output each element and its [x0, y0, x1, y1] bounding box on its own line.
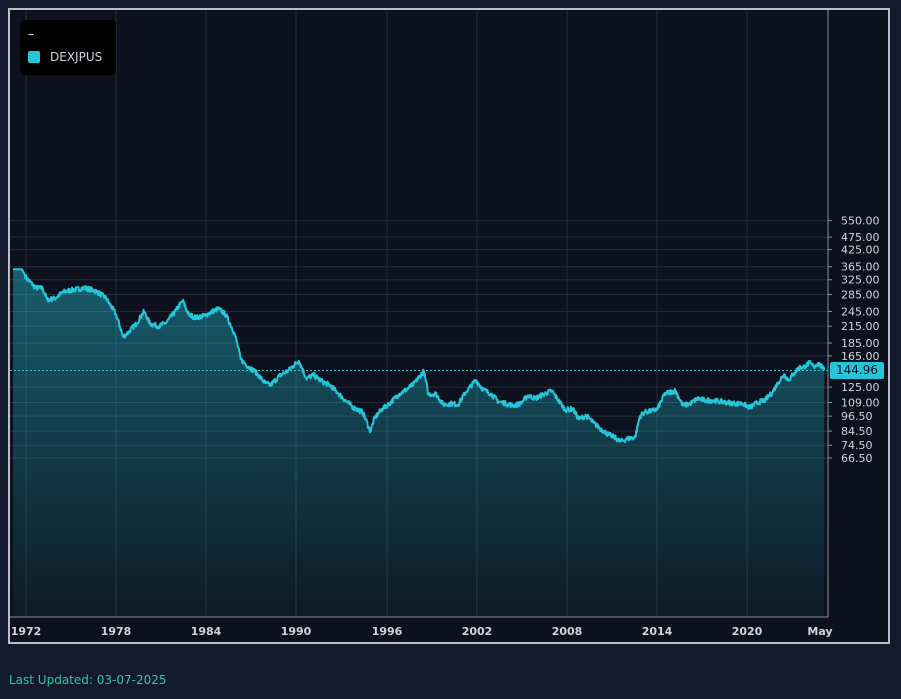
x-tick-label: May: [807, 625, 832, 638]
legend-label: DEXJPUS: [50, 50, 103, 64]
y-tick-label: 165.00: [841, 350, 880, 363]
y-tick-label: 215.00: [841, 320, 880, 333]
y-tick-label: 185.00: [841, 337, 880, 350]
y-tick-label: 285.00: [841, 288, 880, 301]
x-tick-label: 2020: [732, 625, 763, 638]
x-tick-label: 2002: [462, 625, 493, 638]
y-tick-label: 365.00: [841, 261, 880, 274]
x-tick-label: 2014: [642, 625, 673, 638]
legend-title: –: [28, 27, 34, 41]
legend-swatch: [28, 51, 40, 63]
x-tick-label: 1972: [11, 625, 42, 638]
y-tick-label: 84.50: [841, 425, 873, 438]
y-tick-label: 96.50: [841, 410, 873, 423]
y-tick-label: 245.00: [841, 305, 880, 318]
x-tick-label: 1978: [101, 625, 132, 638]
y-tick-label: 74.50: [841, 439, 873, 452]
y-tick-label: 325.00: [841, 274, 880, 287]
legend: – DEXJPUS: [20, 20, 116, 75]
x-axis: 1972 1978 1984 1990 1996 2002 2008 2014 2020 May: [10, 616, 833, 638]
x-tick-label: 2008: [552, 625, 583, 638]
x-tick-label: 1984: [191, 625, 222, 638]
series-area: [13, 269, 825, 617]
x-tick-label: 1990: [281, 625, 312, 638]
y-tick-label: 475.00: [841, 231, 880, 244]
y-tick-label: 550.00: [841, 215, 880, 228]
y-tick-label: 66.50: [841, 452, 873, 465]
y-tick-label: 109.00: [841, 396, 880, 409]
series-line: [12, 268, 826, 444]
last-updated-text: Last Updated: 03-07-2025: [9, 673, 167, 687]
legend-item-dexjpus[interactable]: DEXJPUS: [28, 50, 108, 64]
y-tick-label: 125.00: [841, 381, 880, 394]
y-tick-label: 425.00: [841, 244, 880, 257]
x-tick-label: 1996: [372, 625, 403, 638]
last-price-badge: 144.96: [830, 361, 884, 379]
